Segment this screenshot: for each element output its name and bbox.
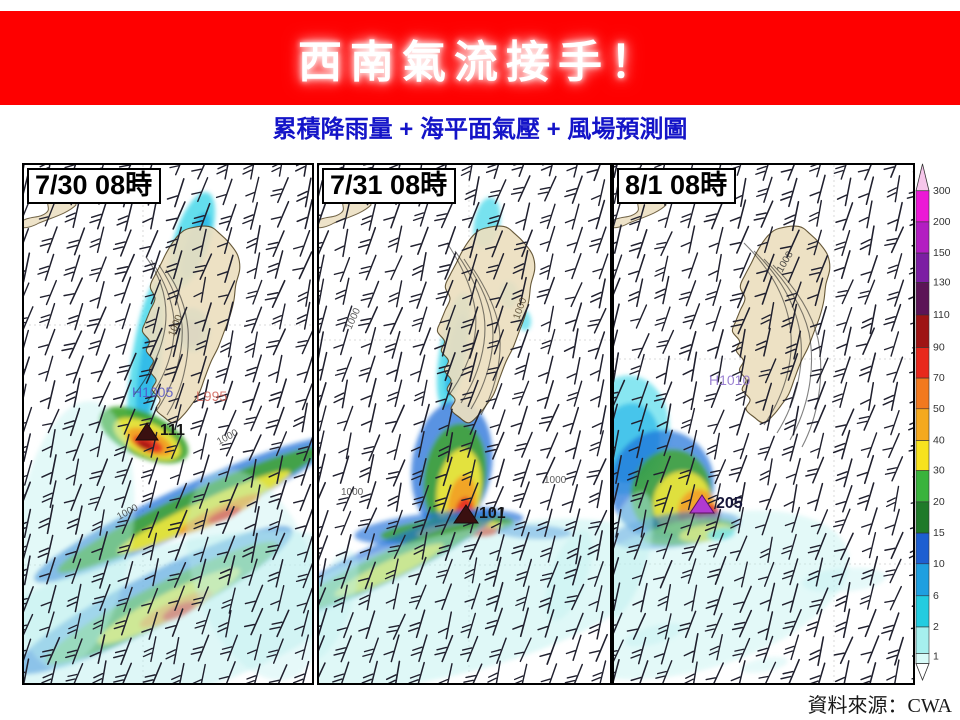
svg-text:10: 10 bbox=[933, 558, 945, 570]
svg-text:110: 110 bbox=[933, 309, 950, 321]
svg-text:1: 1 bbox=[933, 651, 939, 663]
svg-text:40: 40 bbox=[933, 435, 945, 447]
svg-text:1000: 1000 bbox=[341, 487, 364, 498]
svg-text:130: 130 bbox=[933, 277, 951, 289]
svg-text:30: 30 bbox=[933, 465, 945, 477]
svg-text:101: 101 bbox=[479, 505, 506, 522]
svg-text:111: 111 bbox=[160, 422, 185, 439]
svg-text:150: 150 bbox=[933, 247, 951, 259]
svg-text:70: 70 bbox=[933, 372, 945, 384]
svg-text:200: 200 bbox=[933, 216, 951, 228]
svg-text:2: 2 bbox=[933, 621, 939, 633]
svg-text:6: 6 bbox=[933, 590, 939, 602]
svg-text:L995: L995 bbox=[196, 388, 227, 404]
svg-text:H1010: H1010 bbox=[709, 372, 750, 388]
svg-text:1000: 1000 bbox=[544, 475, 567, 486]
svg-text:50: 50 bbox=[933, 403, 945, 415]
svg-text:90: 90 bbox=[933, 342, 945, 354]
svg-text:15: 15 bbox=[933, 527, 945, 539]
svg-text:20: 20 bbox=[933, 496, 945, 508]
svg-text:300: 300 bbox=[933, 185, 951, 197]
svg-text:H1005: H1005 bbox=[132, 384, 173, 400]
svg-text:205: 205 bbox=[716, 495, 743, 512]
